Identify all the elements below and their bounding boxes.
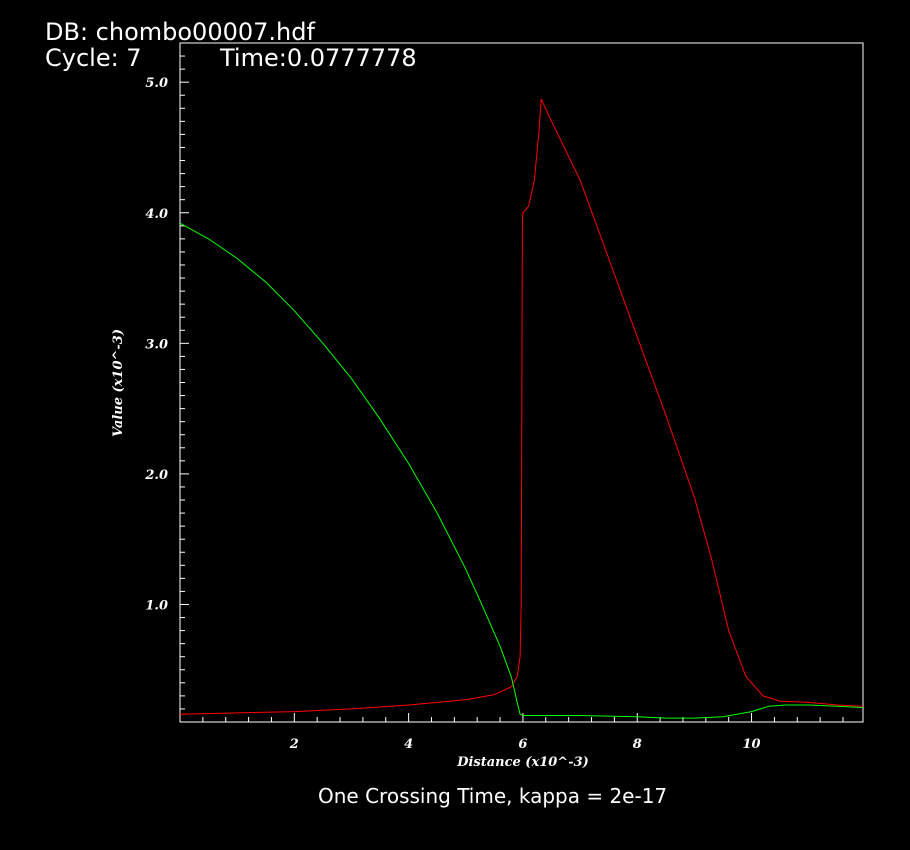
y-tick-label: 5.0 bbox=[145, 76, 168, 91]
series-line-red bbox=[179, 98, 864, 715]
x-axis-title: Distance (x10^-3) bbox=[456, 755, 589, 770]
x-tick-label: 4 bbox=[404, 737, 413, 752]
time-label: Time:0.0777778 bbox=[220, 44, 417, 72]
cycle-label: Cycle: 7 bbox=[45, 44, 142, 72]
x-tick-label: 6 bbox=[518, 737, 527, 752]
y-tick-label: 2.0 bbox=[144, 468, 168, 483]
y-axis-title: Value (x10^-3) bbox=[111, 329, 126, 437]
chart-caption: One Crossing Time, kappa = 2e-17 bbox=[318, 784, 668, 808]
x-tick-label: 8 bbox=[633, 737, 642, 752]
db-label: DB: chombo00007.hdf bbox=[45, 18, 315, 46]
x-tick-label: 10 bbox=[743, 737, 761, 752]
x-tick-label: 2 bbox=[289, 737, 299, 752]
y-tick-label: 3.0 bbox=[145, 337, 168, 352]
y-tick-label: 1.0 bbox=[145, 598, 168, 613]
series-line-green bbox=[179, 222, 864, 719]
y-tick-label: 4.0 bbox=[145, 207, 168, 222]
